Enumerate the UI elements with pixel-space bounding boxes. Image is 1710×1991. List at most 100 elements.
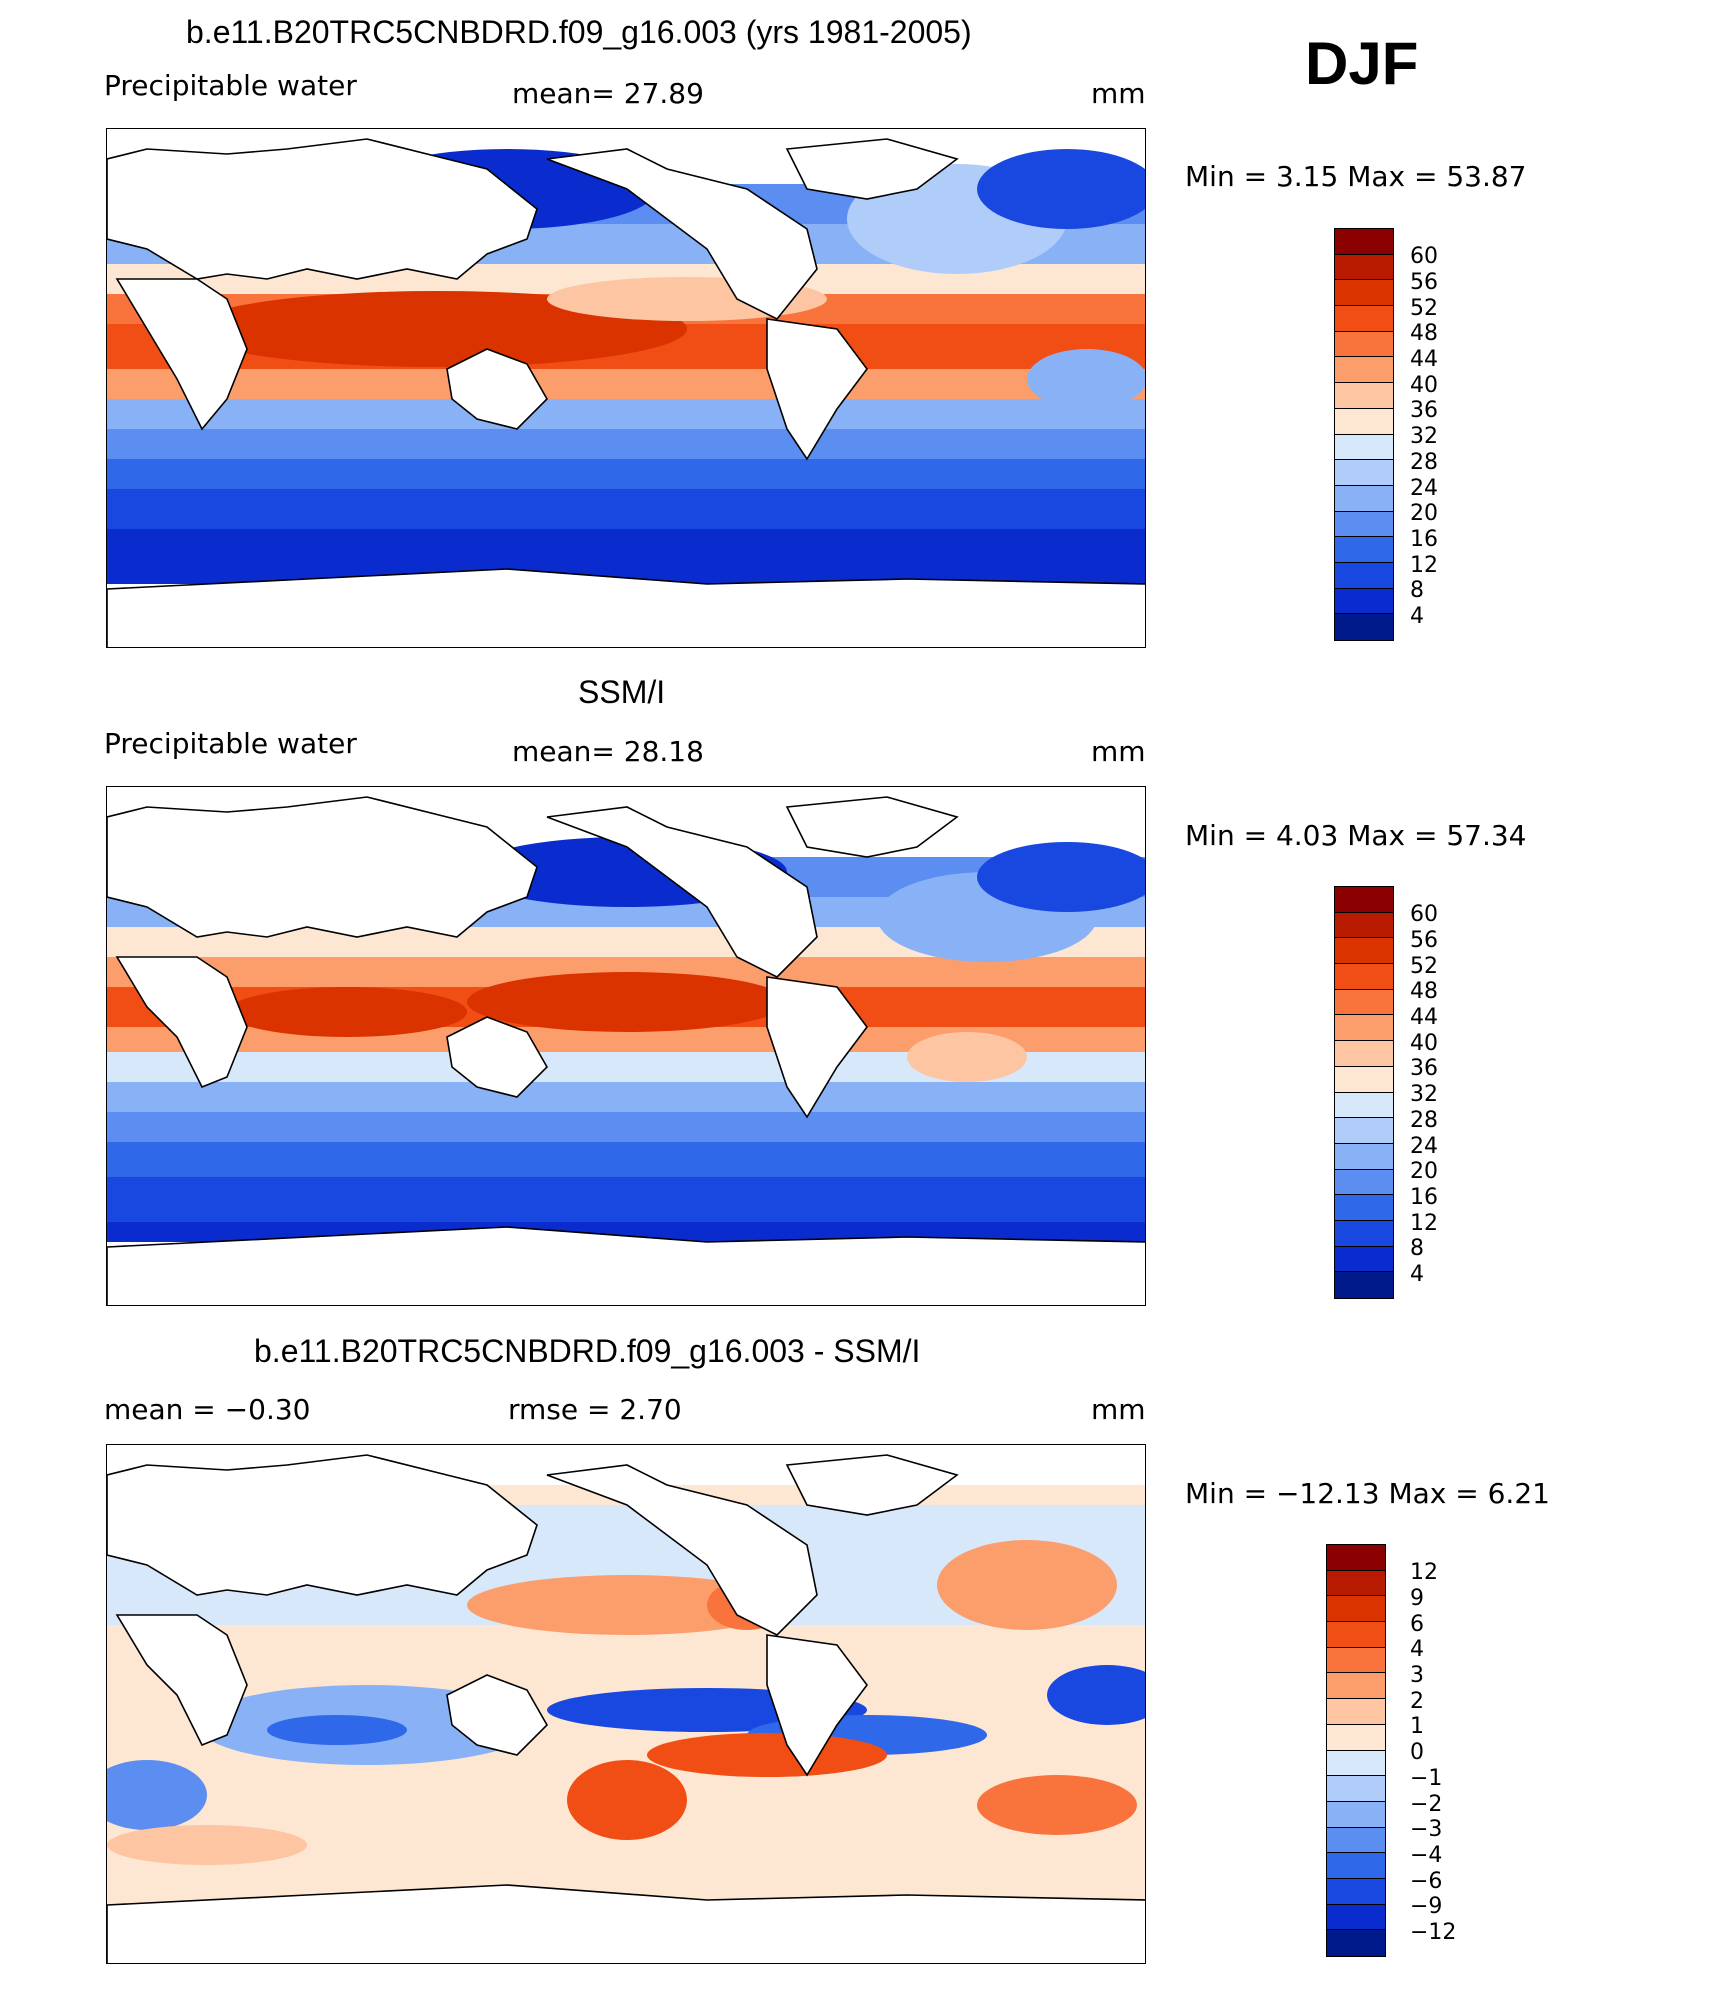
colorbar-segment xyxy=(1335,887,1393,913)
colorbar-segment xyxy=(1327,1776,1385,1802)
colorbar-tick-label: 28 xyxy=(1410,1108,1438,1133)
colorbar-segment xyxy=(1327,1724,1385,1751)
colorbar-segment xyxy=(1335,614,1393,640)
colorbar-segment xyxy=(1327,1930,1385,1956)
colorbar-segment xyxy=(1327,1699,1385,1725)
panel3-units-label: mm xyxy=(1091,1393,1146,1426)
colorbar-tick-label: −6 xyxy=(1410,1869,1443,1894)
colorbar-tick-label: 12 xyxy=(1410,1560,1438,1585)
colorbar-tick-label: 24 xyxy=(1410,1134,1438,1159)
colorbar-tick-label: −12 xyxy=(1410,1920,1457,1945)
colorbar-segment xyxy=(1335,1220,1393,1247)
colorbar-segment xyxy=(1335,1066,1393,1093)
colorbar-tick-label: 4 xyxy=(1410,1637,1424,1662)
colorbar-tick-label: 0 xyxy=(1410,1740,1424,1765)
colorbar-tick-label: 9 xyxy=(1410,1586,1424,1611)
colorbar-segment xyxy=(1335,989,1393,1016)
panel1-title: b.e11.B20TRC5CNBDRD.f09_g16.003 (yrs 198… xyxy=(186,14,972,50)
panel3-map-svg xyxy=(107,1445,1145,1963)
colorbar-tick-label: 36 xyxy=(1410,1056,1438,1081)
panel1-mean-label: mean= 27.89 xyxy=(512,77,704,110)
panel3-mean-label: mean = −0.30 xyxy=(104,1393,311,1426)
colorbar-tick-label: 52 xyxy=(1410,296,1438,321)
colorbar-tick-label: 16 xyxy=(1410,527,1438,552)
colorbar-tick-label: 8 xyxy=(1410,1236,1424,1261)
colorbar-segment xyxy=(1335,357,1393,384)
colorbar-segment xyxy=(1335,511,1393,538)
colorbar-tick-label: 20 xyxy=(1410,501,1438,526)
colorbar-segment xyxy=(1327,1827,1385,1854)
colorbar-tick-label: 40 xyxy=(1410,373,1438,398)
colorbar-segment xyxy=(1335,1092,1393,1119)
colorbar-segment xyxy=(1335,254,1393,281)
colorbar-tick-label: 44 xyxy=(1410,1005,1438,1030)
colorbar-segment xyxy=(1335,938,1393,965)
panel3-continents xyxy=(107,1454,1145,1963)
panel3-colorbar xyxy=(1326,1544,1386,1957)
colorbar-segment xyxy=(1335,1143,1393,1170)
colorbar-tick-label: 32 xyxy=(1410,424,1438,449)
panel1-colorbar xyxy=(1334,228,1394,641)
panel2-colorbar xyxy=(1334,886,1394,1299)
colorbar-segment xyxy=(1335,1041,1393,1067)
colorbar-tick-label: 3 xyxy=(1410,1663,1424,1688)
colorbar-tick-label: 6 xyxy=(1410,1612,1424,1637)
colorbar-segment xyxy=(1327,1545,1385,1571)
colorbar-tick-label: 52 xyxy=(1410,954,1438,979)
colorbar-segment xyxy=(1335,485,1393,512)
panel1-field xyxy=(107,149,1145,584)
colorbar-segment xyxy=(1335,964,1393,990)
panel2-map-svg xyxy=(107,787,1145,1305)
panel3-map xyxy=(106,1444,1146,1964)
colorbar-tick-label: 48 xyxy=(1410,321,1438,346)
colorbar-segment xyxy=(1327,1853,1385,1879)
colorbar-segment xyxy=(1335,331,1393,358)
colorbar-segment xyxy=(1335,1272,1393,1298)
colorbar-tick-label: −2 xyxy=(1410,1792,1443,1817)
panel3-title: b.e11.B20TRC5CNBDRD.f09_g16.003 - SSM/I xyxy=(254,1333,921,1369)
colorbar-tick-label: 24 xyxy=(1410,476,1438,501)
colorbar-tick-label: 20 xyxy=(1410,1159,1438,1184)
colorbar-segment xyxy=(1335,306,1393,332)
panel2-minmax-label: Min = 4.03 Max = 57.34 xyxy=(1185,819,1527,852)
panel2-continents xyxy=(107,796,1145,1305)
colorbar-segment xyxy=(1335,229,1393,255)
season-label: DJF xyxy=(1305,30,1419,97)
panel1-map-svg xyxy=(107,129,1145,647)
colorbar-tick-label: 4 xyxy=(1410,604,1424,629)
colorbar-segment xyxy=(1327,1647,1385,1674)
colorbar-tick-label: 56 xyxy=(1410,928,1438,953)
panel1-minmax-label: Min = 3.15 Max = 53.87 xyxy=(1185,160,1527,193)
panel2-mean-label: mean= 28.18 xyxy=(512,735,704,768)
colorbar-segment xyxy=(1335,460,1393,486)
colorbar-tick-label: −9 xyxy=(1410,1894,1443,1919)
colorbar-segment xyxy=(1335,1015,1393,1042)
panel3-minmax-label: Min = −12.13 Max = 6.21 xyxy=(1185,1477,1550,1510)
colorbar-tick-label: 48 xyxy=(1410,979,1438,1004)
colorbar-tick-label: 60 xyxy=(1410,244,1438,269)
colorbar-tick-label: 56 xyxy=(1410,270,1438,295)
colorbar-tick-label: 16 xyxy=(1410,1185,1438,1210)
colorbar-segment xyxy=(1335,562,1393,589)
colorbar-tick-label: 1 xyxy=(1410,1714,1424,1739)
panel2-units-label: mm xyxy=(1091,735,1146,768)
colorbar-tick-label: −3 xyxy=(1410,1817,1443,1842)
colorbar-segment xyxy=(1327,1750,1385,1777)
panel1-variable-label: Precipitable water xyxy=(104,69,357,102)
colorbar-segment xyxy=(1335,1195,1393,1221)
panel1-continents xyxy=(107,138,1145,647)
colorbar-segment xyxy=(1335,588,1393,615)
colorbar-tick-label: 12 xyxy=(1410,1211,1438,1236)
colorbar-segment xyxy=(1327,1622,1385,1648)
colorbar-tick-label: −1 xyxy=(1410,1766,1443,1791)
panel2-map xyxy=(106,786,1146,1306)
colorbar-segment xyxy=(1335,1169,1393,1196)
panel1-map xyxy=(106,128,1146,648)
colorbar-tick-label: −4 xyxy=(1410,1843,1443,1868)
colorbar-segment xyxy=(1335,383,1393,409)
colorbar-segment xyxy=(1327,1801,1385,1828)
colorbar-segment xyxy=(1335,537,1393,563)
colorbar-tick-label: 44 xyxy=(1410,347,1438,372)
colorbar-tick-label: 32 xyxy=(1410,1082,1438,1107)
panel1-units-label: mm xyxy=(1091,77,1146,110)
